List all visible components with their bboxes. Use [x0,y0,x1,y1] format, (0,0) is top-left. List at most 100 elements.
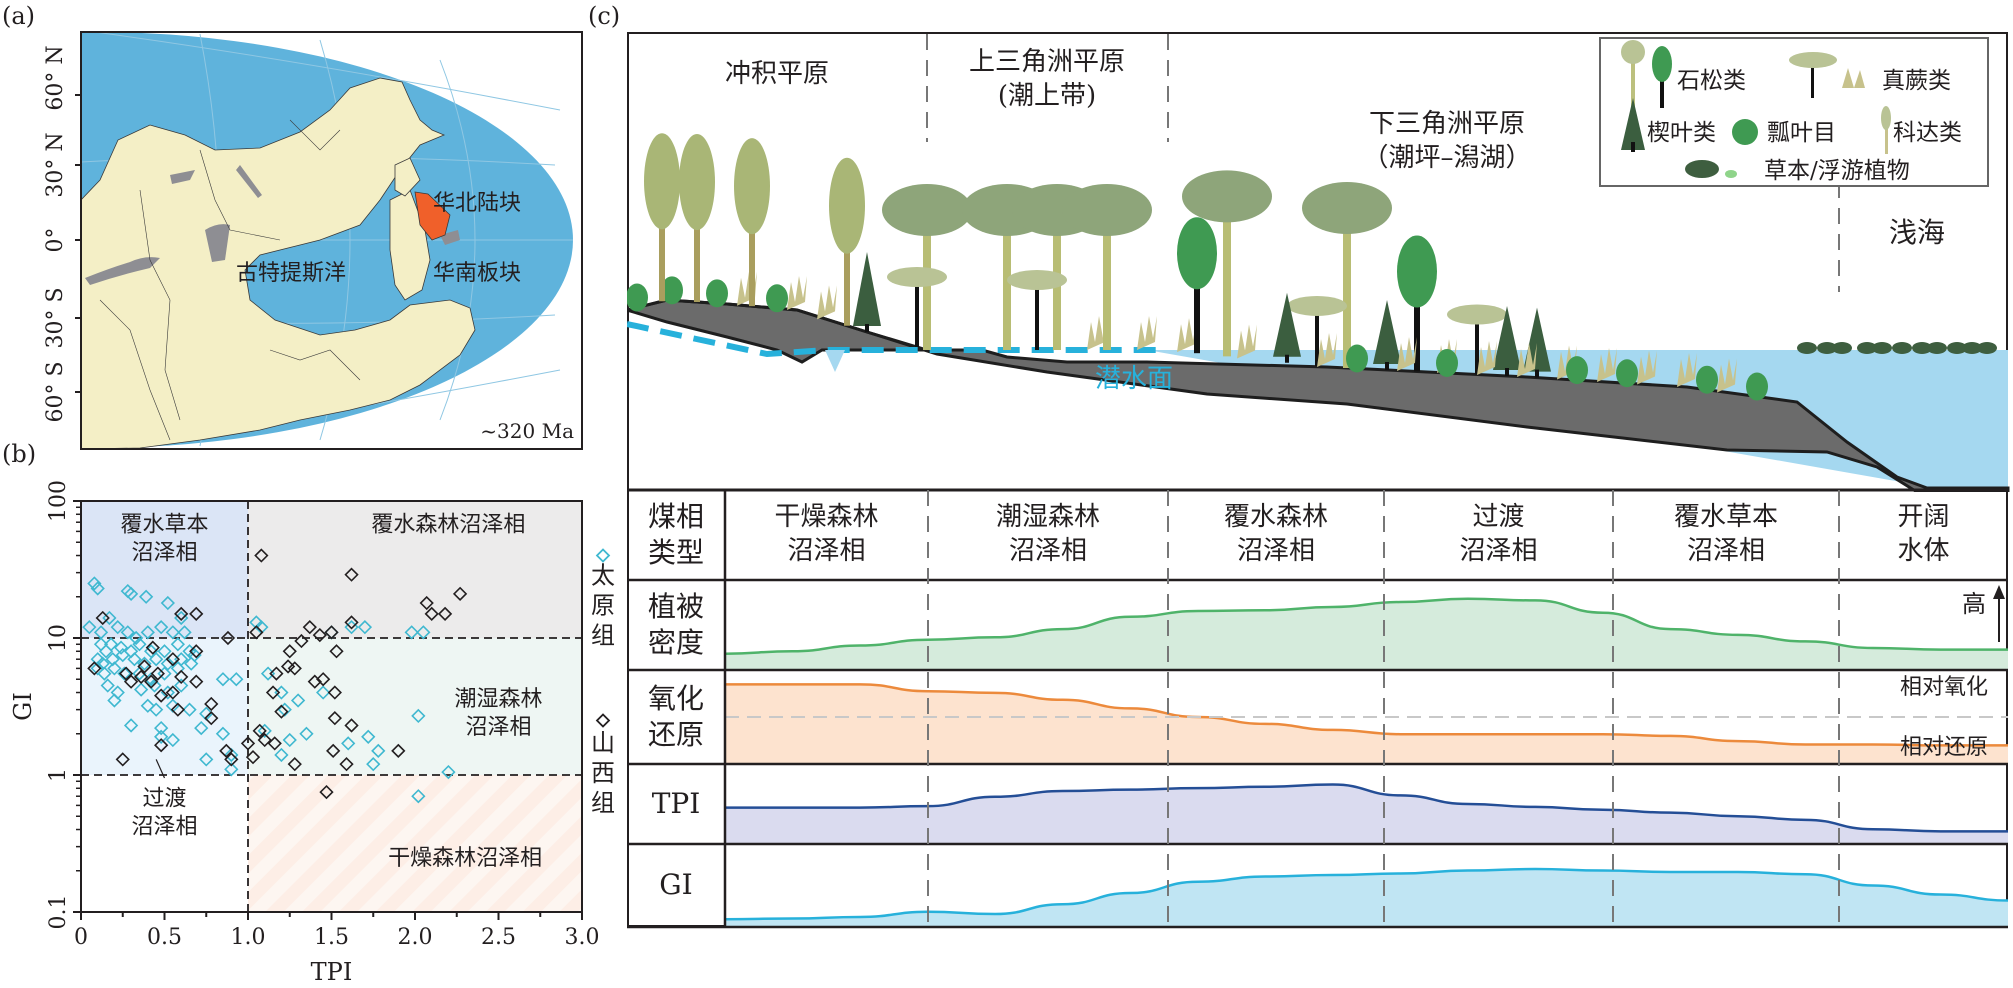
tree-fern-plant [1035,280,1039,350]
label-paleotethys: 古特提斯洋 [236,261,346,286]
fern-plant [1477,341,1497,375]
facies-label: 覆水草本 沼泽相 [1673,502,1778,566]
transitional-pointer-line [155,759,166,779]
point-taiyuan [123,718,139,733]
floating-plant [1832,342,1852,354]
zone-subtitle-lower-delta: （潮坪–潟湖） [1362,143,1531,173]
legend-label-shanxi: 西 [591,759,615,787]
point-shanxi [424,606,439,622]
point-taiyuan [274,747,289,763]
point-shanxi [344,718,359,733]
region-dry-forest [248,775,582,912]
point-taiyuan [194,720,209,736]
point-shanxi [302,620,317,635]
point-taiyuan [160,685,175,700]
point-shanxi [282,644,297,659]
legend-label-ferns: 真蕨类 [1882,68,1951,94]
up-arrow-icon [1993,585,2005,599]
point-shanxi [204,696,219,712]
zone-subtitle-upper-delta: (潮上带) [998,81,1096,111]
region-wet-forest [248,638,582,775]
point-taiyuan [341,736,356,751]
redox-curve-fill [725,684,2008,764]
point-taiyuan [154,729,169,744]
cordaites-icon [1881,106,1891,154]
herbaceous-plant [1696,365,1718,394]
point-shanxi [240,736,256,751]
point-taiyuan [138,589,154,604]
point-taiyuan [97,666,112,681]
point-taiyuan [113,640,129,655]
x-tick-label: 2.0 [398,925,433,950]
facies-label: 覆水森林 沼泽相 [1223,502,1328,566]
point-shanxi [150,666,165,681]
point-taiyuan [182,702,197,717]
legend-label-herbaceous: 草本/浮游植物 [1764,158,1910,184]
point-taiyuan [102,610,117,626]
tree-fern-plant [1315,305,1319,366]
point-shanxi [87,661,102,676]
tree-fern-icon [1789,52,1865,98]
row-header: 煤相 类型 [647,499,704,569]
legend-label-sphenopsids: 楔叶类 [1647,120,1716,146]
tree-fern-plant [915,277,919,347]
point-shanxi [274,704,289,719]
label-north-china: 华北陆块 [433,191,521,216]
zone-title-upper-delta: 上三角洲平原 [969,47,1125,77]
region-label-flooded-herbaceous: 覆水草本 [120,512,208,537]
point-shanxi [133,669,149,685]
x-tick-label: 0 [74,925,88,950]
point-taiyuan [90,581,105,596]
legend-marker-taiyuan [595,548,611,563]
high-label: 高 [1962,590,1986,618]
pangea-land [81,77,476,449]
age-label: ~320 Ma [480,419,574,443]
point-taiyuan [128,630,144,646]
point-shanxi [165,652,180,667]
point-shanxi [257,732,272,748]
point-taiyuan [366,757,381,772]
point-shanxi [319,784,334,800]
up-arrow-shaft [1998,598,2000,642]
point-taiyuan [107,693,122,708]
point-shanxi [220,630,236,646]
point-shanxi [324,625,339,640]
point-taiyuan [140,698,155,713]
point-shanxi [249,625,264,640]
point-taiyuan [441,764,456,780]
point-taiyuan [371,743,386,759]
floating-plant [1857,342,1877,354]
point-shanxi [287,757,302,772]
point-shanxi [174,669,189,685]
point-shanxi [189,606,204,622]
floating-plant [1872,342,1892,354]
point-taiyuan [170,637,185,652]
point-shanxi [123,674,139,689]
point-taiyuan [154,620,169,635]
facies-label: 干燥森林 沼泽相 [774,502,879,566]
legend-label-shanxi: 山 [591,729,615,757]
herbaceous-plant [1346,344,1368,373]
point-shanxi [329,644,344,659]
region-flooded-herbaceous [81,501,248,638]
zone-title-shallow-sea: 浅海 [1889,216,1945,249]
legend-label-shanxi: 组 [591,789,615,817]
point-taiyuan [416,625,431,640]
point-taiyuan [184,656,199,671]
point-shanxi [269,666,284,681]
north-china-block [414,191,451,241]
fern-plant [1177,318,1197,353]
point-shanxi [316,672,331,687]
point-shanxi [144,674,159,689]
legend-label-cordaites: 科达类 [1893,120,1962,146]
tree-fern-plant [1475,314,1479,375]
lat-label-60s: 60° S [43,361,68,422]
y-tick-label: 10 [46,624,71,652]
point-taiyuan [174,678,189,693]
point-taiyuan [177,625,192,640]
fern-icon [1842,68,1865,88]
point-shanxi [287,661,302,676]
point-shanxi [326,743,341,759]
region-label-wet-forest: 潮湿森林 [454,687,542,712]
point-taiyuan [316,685,331,700]
